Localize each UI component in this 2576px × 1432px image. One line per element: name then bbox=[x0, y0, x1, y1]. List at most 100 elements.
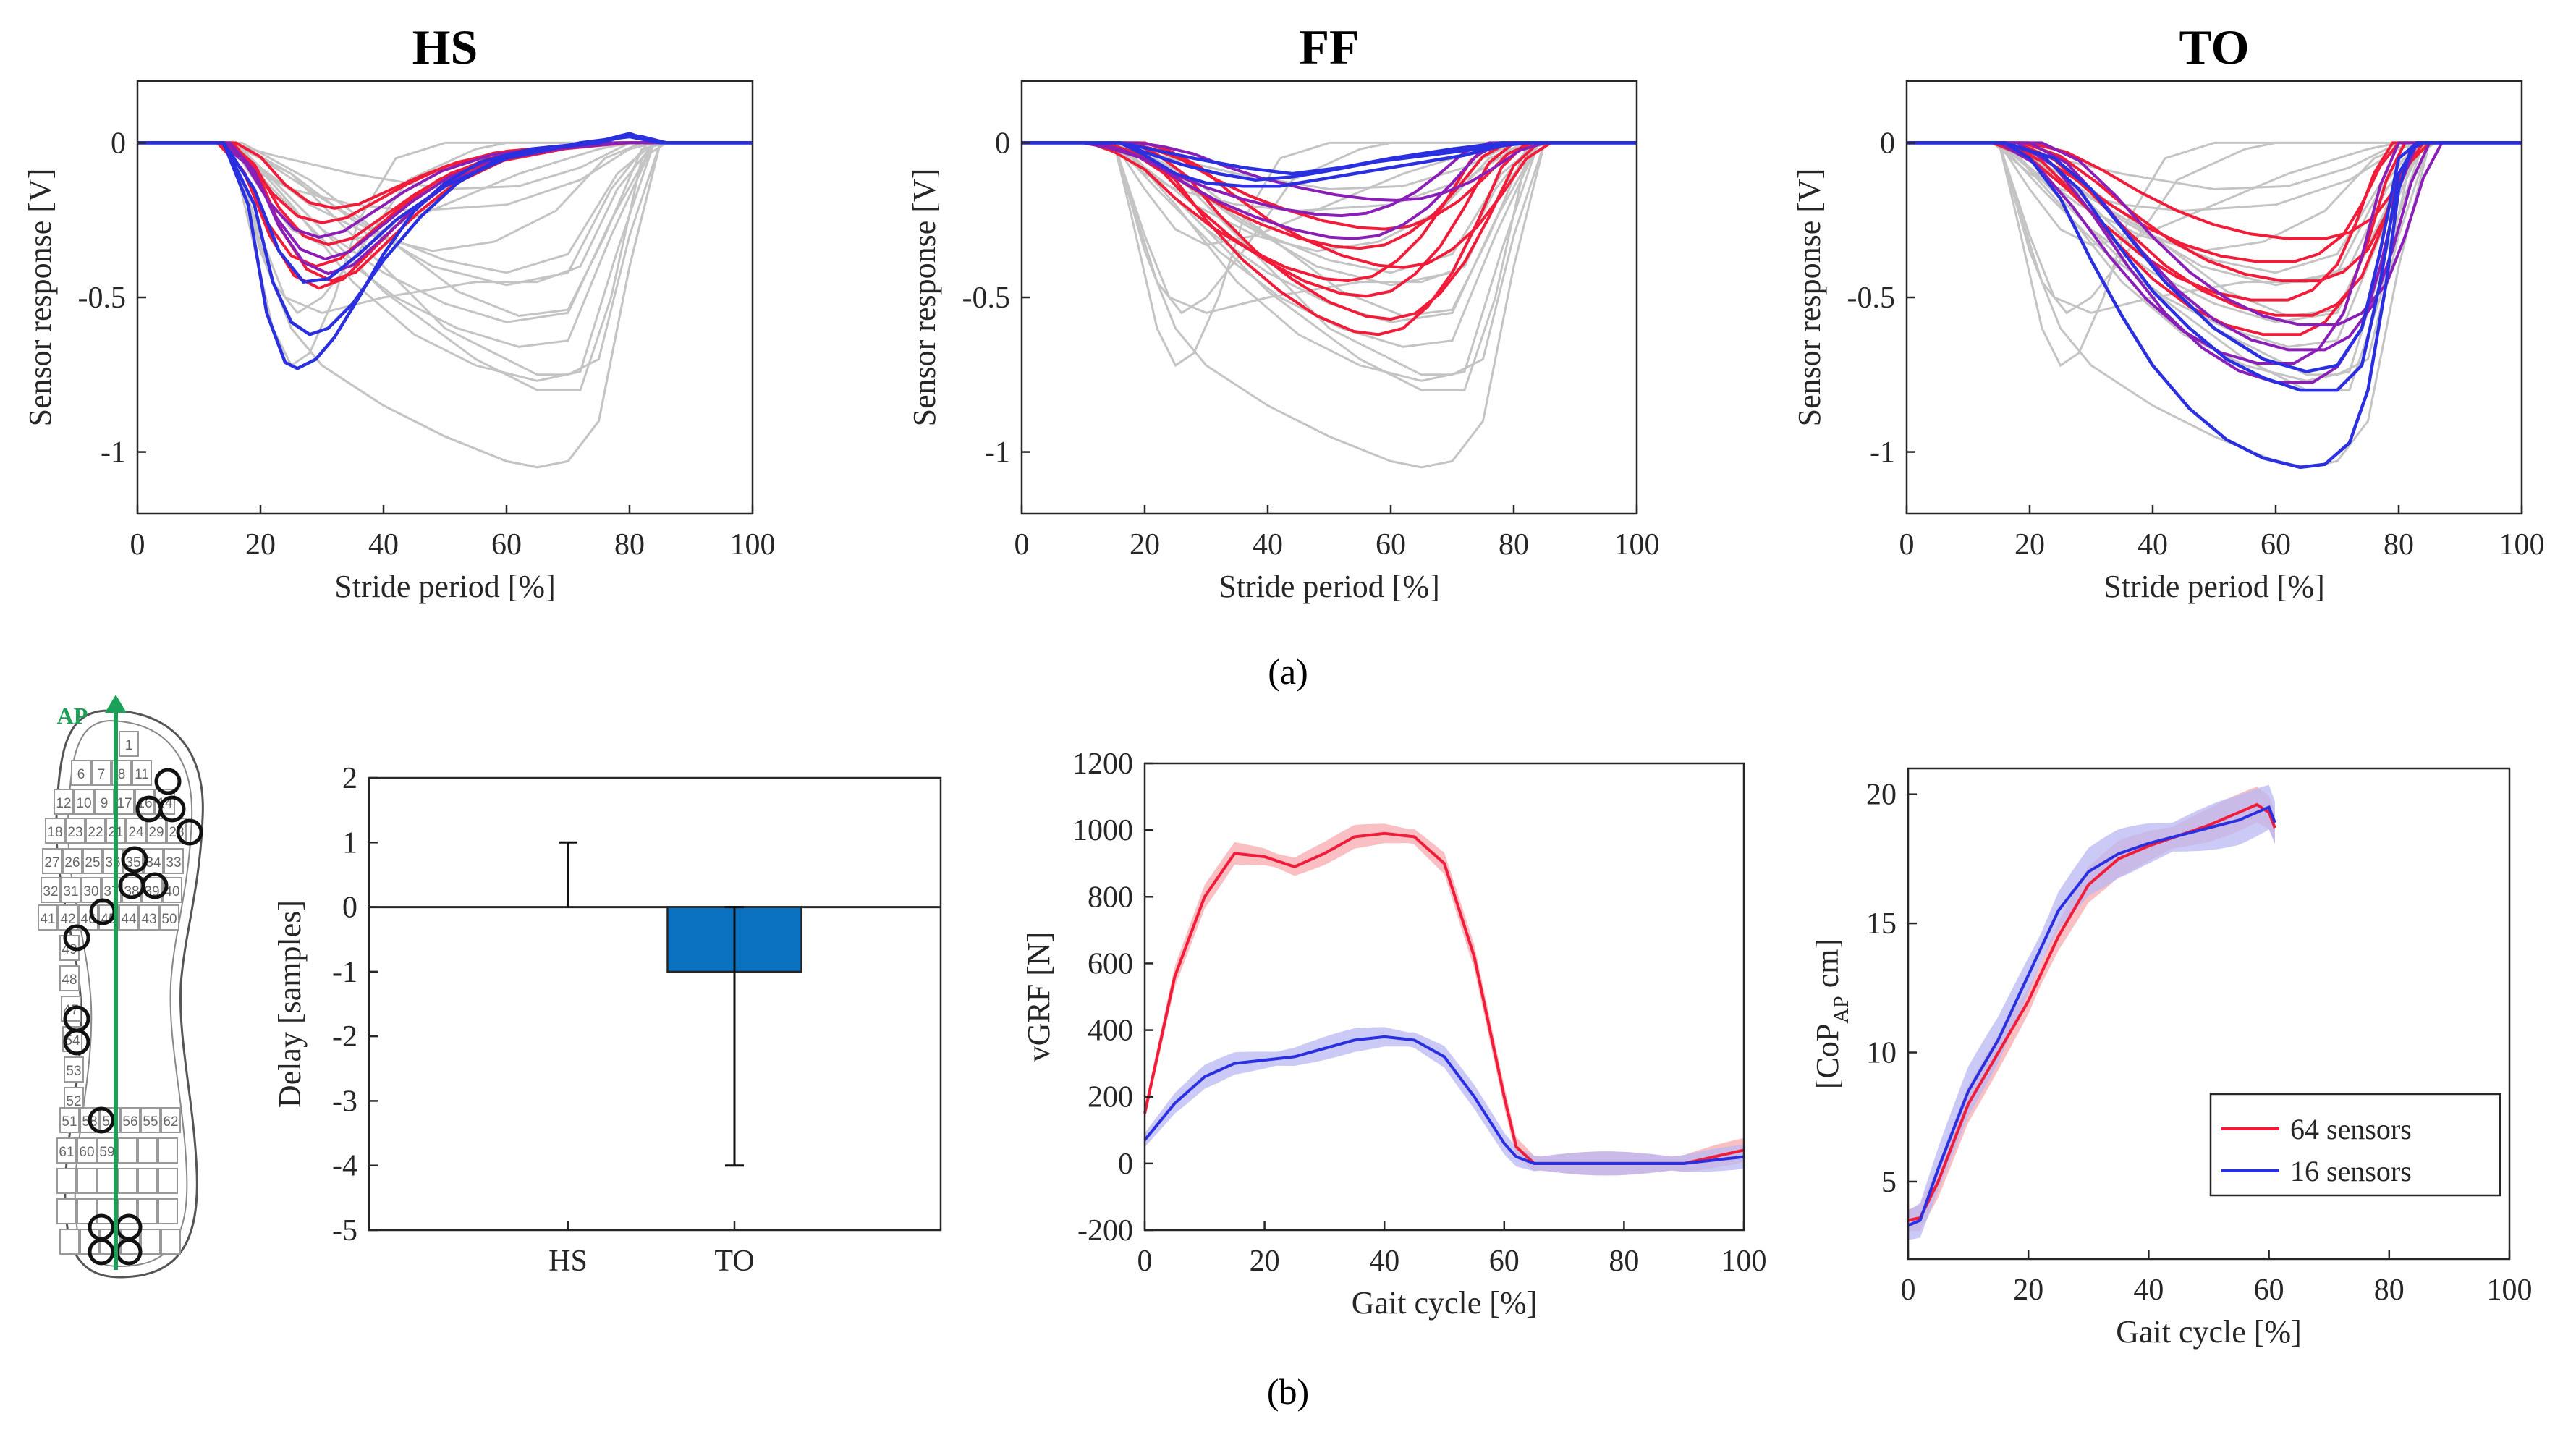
insole-cell-label: 26 bbox=[64, 855, 80, 870]
x-tick-label: 100 bbox=[1721, 1245, 1767, 1278]
purple-sensor-trace bbox=[1907, 141, 2522, 365]
insole-cell-label: 10 bbox=[76, 796, 91, 811]
selected-sensor-marker bbox=[63, 1028, 90, 1056]
insole-cell-label: 31 bbox=[63, 884, 78, 899]
insole-cell-label: 8 bbox=[118, 767, 126, 782]
insole-cell-label: 49 bbox=[62, 942, 77, 957]
red-sensor-trace bbox=[1907, 141, 2522, 240]
x-tick-label: 0 bbox=[1899, 528, 1915, 562]
insole-cell bbox=[126, 818, 146, 844]
blue-mean-line bbox=[1143, 1035, 1745, 1165]
y-tick-label: 5 bbox=[1881, 1166, 1897, 1199]
x-tick-label: 80 bbox=[1609, 1245, 1639, 1278]
gray-sensor-trace bbox=[137, 141, 753, 391]
insole-cell-label: 32 bbox=[43, 884, 58, 899]
blue-confidence-band bbox=[1908, 784, 2275, 1240]
insole-cell-label: 9 bbox=[101, 796, 109, 811]
y-tick-label: 0 bbox=[1880, 127, 1895, 160]
insole-cell bbox=[120, 1107, 140, 1133]
insole-cell bbox=[45, 818, 65, 844]
insole-cell-label: 22 bbox=[88, 825, 103, 840]
gray-sensor-trace bbox=[1022, 141, 1637, 253]
sensor-response-panel-to: 0 20 40 60 80 100 0 -0.5 -1 TO Stride period [%] Se… bbox=[1792, 20, 2545, 604]
gray-sensor-trace bbox=[1907, 141, 2522, 348]
x-tick-label: 0 bbox=[1901, 1274, 1916, 1307]
insole-cell-label: 7 bbox=[98, 767, 106, 782]
panel-title: HS bbox=[412, 20, 478, 75]
legend-entry: 64 sensors bbox=[2290, 1113, 2412, 1145]
x-tick-label: 60 bbox=[1489, 1245, 1520, 1278]
ap-axis-label: AP bbox=[57, 703, 88, 729]
insole-cell bbox=[77, 1137, 97, 1164]
x-tick-label: 0 bbox=[1137, 1245, 1153, 1278]
gray-sensor-trace bbox=[1907, 141, 2522, 212]
insole-cell bbox=[119, 904, 139, 931]
insole-cell bbox=[59, 1229, 80, 1255]
insole-cell-label: 51 bbox=[62, 1114, 77, 1130]
red-sensor-trace bbox=[1907, 141, 2522, 336]
y-tick-label: -1 bbox=[101, 436, 126, 470]
gray-sensor-trace bbox=[1022, 141, 1637, 391]
x-axis-label: Stride period [%] bbox=[334, 569, 555, 604]
delay-bar-chart: HS TO 2 1 0 -1 -2 -3 -4 -5 Delay [samples] bbox=[272, 762, 942, 1278]
y-tick-label: 1200 bbox=[1072, 747, 1133, 781]
insole-cell bbox=[71, 760, 91, 786]
gray-sensor-trace bbox=[1907, 141, 2522, 469]
x-tick-label: 80 bbox=[2374, 1274, 2405, 1307]
insole-cell-label: 30 bbox=[83, 884, 98, 899]
x-axis-label: Stride period [%] bbox=[2103, 569, 2324, 604]
insole-cell bbox=[119, 731, 139, 757]
purple-sensor-trace bbox=[1022, 141, 1637, 240]
y-tick-label: -0.5 bbox=[962, 281, 1011, 315]
y-tick-label: 800 bbox=[1088, 881, 1133, 914]
y-tick-label: -200 bbox=[1077, 1214, 1133, 1247]
insole-cell bbox=[38, 904, 58, 931]
x-tick-label: 0 bbox=[130, 528, 145, 562]
insole-cell bbox=[64, 1056, 84, 1083]
y-tick-label: -1 bbox=[1870, 436, 1895, 470]
gray-sensor-trace bbox=[1907, 141, 2522, 391]
insole-cell bbox=[164, 848, 184, 874]
insole-cell bbox=[82, 848, 103, 874]
insole-cell-label: 17 bbox=[116, 796, 132, 811]
y-tick-label: -2 bbox=[332, 1020, 357, 1054]
insole-cell-label: 54 bbox=[64, 1033, 80, 1048]
insole-cell-label: 23 bbox=[67, 825, 82, 840]
insole-cell-label: 56 bbox=[122, 1114, 137, 1130]
x-tick-label: 20 bbox=[1130, 528, 1160, 562]
x-tick-label: 20 bbox=[245, 528, 276, 562]
blue-sensor-trace bbox=[1022, 141, 1637, 182]
red-mean-line bbox=[1907, 802, 2276, 1222]
insole-cell-label: 48 bbox=[62, 973, 77, 988]
y-tick-label: -1 bbox=[332, 956, 357, 989]
insole-cell bbox=[161, 1229, 181, 1255]
x-tick-label: 60 bbox=[1376, 528, 1406, 562]
gray-sensor-trace bbox=[1907, 141, 2522, 246]
vgrf-chart: 0 20 40 60 80 100120010008006004002000-200Gai… bbox=[1021, 747, 1767, 1321]
x-tick-label: 40 bbox=[1369, 1245, 1399, 1278]
x-tick-label: 80 bbox=[2384, 528, 2414, 562]
category-label: HS bbox=[548, 1245, 588, 1278]
x-tick-label: 20 bbox=[1250, 1245, 1280, 1278]
insole-cell bbox=[132, 760, 152, 786]
insole-cell-label: 43 bbox=[141, 912, 156, 927]
y-axis-label: vGRF [N] bbox=[1021, 932, 1056, 1062]
y-axis-label-cop: [CoPAP cm] bbox=[1810, 939, 1853, 1089]
x-tick-label: 20 bbox=[2014, 528, 2045, 562]
x-tick-label: 40 bbox=[1253, 528, 1283, 562]
insole-cell bbox=[65, 818, 85, 844]
insole-cell-label: 12 bbox=[56, 796, 71, 811]
gray-sensor-trace bbox=[137, 141, 753, 376]
panel-title: FF bbox=[1299, 20, 1359, 75]
insole-cell bbox=[74, 789, 94, 815]
blue-sensor-trace bbox=[1022, 141, 1637, 176]
insole-cell-label: 61 bbox=[59, 1145, 74, 1160]
selected-sensor-marker bbox=[158, 795, 186, 823]
x-tick-label: 60 bbox=[2254, 1274, 2284, 1307]
y-tick-label: 1000 bbox=[1072, 814, 1133, 847]
red-sensor-trace bbox=[1022, 141, 1637, 269]
selected-sensor-marker bbox=[141, 872, 169, 899]
y-tick-label: 1 bbox=[342, 826, 357, 860]
gray-sensor-trace bbox=[137, 141, 753, 368]
